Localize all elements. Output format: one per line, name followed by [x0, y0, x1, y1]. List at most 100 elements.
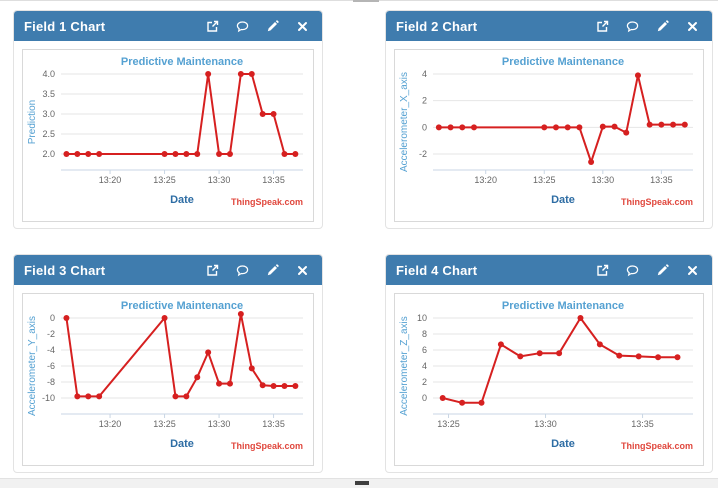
- data-point[interactable]: [63, 315, 70, 321]
- edit-pencil-icon[interactable]: [656, 19, 669, 33]
- comment-icon[interactable]: [236, 264, 249, 277]
- y-tick-label: -6: [47, 361, 55, 371]
- data-point[interactable]: [172, 151, 179, 157]
- data-point[interactable]: [292, 383, 299, 389]
- chart-field-2[interactable]: -2 0 2 4 13:20 13:25 13:30 13:35 Predictive Main…: [394, 49, 704, 222]
- data-point[interactable]: [497, 341, 504, 348]
- chart-field-4[interactable]: 0 2 4 6 8 10 13:25 13:30 13:35 Predictive Mainten…: [394, 293, 704, 466]
- data-point[interactable]: [270, 111, 277, 117]
- dashboard-grid: Field 1 Chart 2.0 2.5 3.0 3.5 4.0 13:20 13:25 1…: [13, 10, 713, 473]
- close-icon[interactable]: [296, 264, 309, 277]
- data-point[interactable]: [205, 71, 212, 77]
- data-point[interactable]: [616, 352, 623, 359]
- thingspeak-watermark[interactable]: ThingSpeak.com: [621, 197, 693, 207]
- data-point[interactable]: [536, 350, 543, 357]
- data-point[interactable]: [194, 374, 201, 381]
- field-4-line-chart[interactable]: 0 2 4 6 8 10 13:25 13:30 13:35 Predictive Mainten…: [395, 294, 703, 465]
- data-point[interactable]: [611, 123, 618, 130]
- data-point[interactable]: [658, 121, 665, 128]
- data-point[interactable]: [646, 121, 653, 128]
- data-point[interactable]: [635, 353, 642, 360]
- data-point[interactable]: [226, 380, 233, 387]
- data-point[interactable]: [634, 72, 641, 79]
- data-point[interactable]: [281, 383, 288, 389]
- data-point[interactable]: [205, 349, 212, 356]
- chart-field-3[interactable]: -10 -8 -6 -4 -2 0 13:20 13:25 13:30 13:35 Predicti…: [22, 293, 314, 466]
- data-point[interactable]: [623, 129, 630, 136]
- field-1-line-chart[interactable]: 2.0 2.5 3.0 3.5 4.0 13:20 13:25 13:30 13:35 Predi…: [23, 50, 313, 221]
- edit-pencil-icon[interactable]: [656, 263, 669, 277]
- horizontal-scrollbar-thumb[interactable]: [355, 481, 369, 485]
- data-point[interactable]: [85, 393, 92, 400]
- data-point[interactable]: [259, 382, 266, 389]
- external-link-icon[interactable]: [596, 264, 609, 277]
- panel-title: Field 1 Chart: [24, 18, 106, 34]
- data-point[interactable]: [478, 399, 485, 406]
- data-point[interactable]: [470, 124, 477, 131]
- external-link-icon[interactable]: [596, 20, 609, 33]
- data-point[interactable]: [577, 315, 584, 321]
- external-link-icon[interactable]: [206, 20, 219, 33]
- field-3-line-chart[interactable]: -10 -8 -6 -4 -2 0 13:20 13:25 13:30 13:35 Predicti…: [23, 294, 313, 465]
- data-point[interactable]: [439, 395, 446, 401]
- data-point[interactable]: [237, 311, 244, 317]
- data-point[interactable]: [248, 365, 255, 372]
- comment-icon[interactable]: [236, 20, 249, 33]
- data-point[interactable]: [226, 151, 233, 157]
- data-point[interactable]: [216, 151, 223, 157]
- data-point[interactable]: [216, 380, 223, 387]
- close-icon[interactable]: [686, 20, 699, 33]
- field-2-line-chart[interactable]: -2 0 2 4 13:20 13:25 13:30 13:35 Predictive Main…: [395, 50, 703, 221]
- edit-pencil-icon[interactable]: [266, 263, 279, 277]
- data-point[interactable]: [596, 341, 603, 348]
- edit-pencil-icon[interactable]: [266, 19, 279, 33]
- data-point[interactable]: [556, 350, 563, 357]
- data-point[interactable]: [459, 399, 466, 406]
- data-point[interactable]: [674, 354, 681, 361]
- data-point[interactable]: [194, 151, 201, 157]
- panel-header-icons: [596, 19, 699, 33]
- data-point[interactable]: [183, 393, 190, 400]
- data-point[interactable]: [435, 124, 442, 131]
- comment-icon[interactable]: [626, 20, 639, 33]
- data-point[interactable]: [237, 71, 244, 77]
- data-point[interactable]: [161, 315, 168, 321]
- data-point[interactable]: [541, 124, 548, 131]
- data-point[interactable]: [281, 151, 288, 157]
- data-point[interactable]: [292, 151, 299, 157]
- data-point[interactable]: [447, 124, 454, 131]
- data-point[interactable]: [161, 151, 168, 157]
- data-point[interactable]: [599, 123, 606, 130]
- data-point[interactable]: [63, 151, 70, 157]
- thingspeak-watermark[interactable]: ThingSpeak.com: [231, 441, 303, 451]
- data-point[interactable]: [655, 354, 662, 361]
- data-point[interactable]: [74, 393, 81, 400]
- data-point[interactable]: [96, 151, 103, 157]
- thingspeak-watermark[interactable]: ThingSpeak.com: [621, 441, 693, 451]
- close-icon[interactable]: [296, 20, 309, 33]
- data-point[interactable]: [681, 121, 688, 128]
- data-point[interactable]: [564, 124, 571, 131]
- data-point[interactable]: [459, 124, 466, 131]
- data-point[interactable]: [85, 151, 92, 157]
- data-point[interactable]: [588, 159, 595, 165]
- data-point[interactable]: [96, 393, 103, 400]
- data-point[interactable]: [172, 393, 179, 400]
- field-4-chart-panel: Field 4 Chart 0 2 4 6 8 10 13:25 13:30 13:35 Pred…: [385, 254, 713, 473]
- data-point[interactable]: [552, 124, 559, 131]
- close-icon[interactable]: [686, 264, 699, 277]
- horizontal-scrollbar-track[interactable]: [0, 478, 718, 488]
- data-point[interactable]: [670, 121, 677, 128]
- data-point[interactable]: [270, 383, 277, 389]
- external-link-icon[interactable]: [206, 264, 219, 277]
- data-point[interactable]: [74, 151, 81, 157]
- data-point[interactable]: [248, 71, 255, 77]
- y-tick-label: -4: [47, 345, 55, 355]
- thingspeak-watermark[interactable]: ThingSpeak.com: [231, 197, 303, 207]
- data-point[interactable]: [259, 111, 266, 117]
- data-point[interactable]: [576, 124, 583, 131]
- data-point[interactable]: [517, 353, 524, 360]
- data-point[interactable]: [183, 151, 190, 157]
- chart-field-1[interactable]: 2.0 2.5 3.0 3.5 4.0 13:20 13:25 13:30 13:35 Predi…: [22, 49, 314, 222]
- comment-icon[interactable]: [626, 264, 639, 277]
